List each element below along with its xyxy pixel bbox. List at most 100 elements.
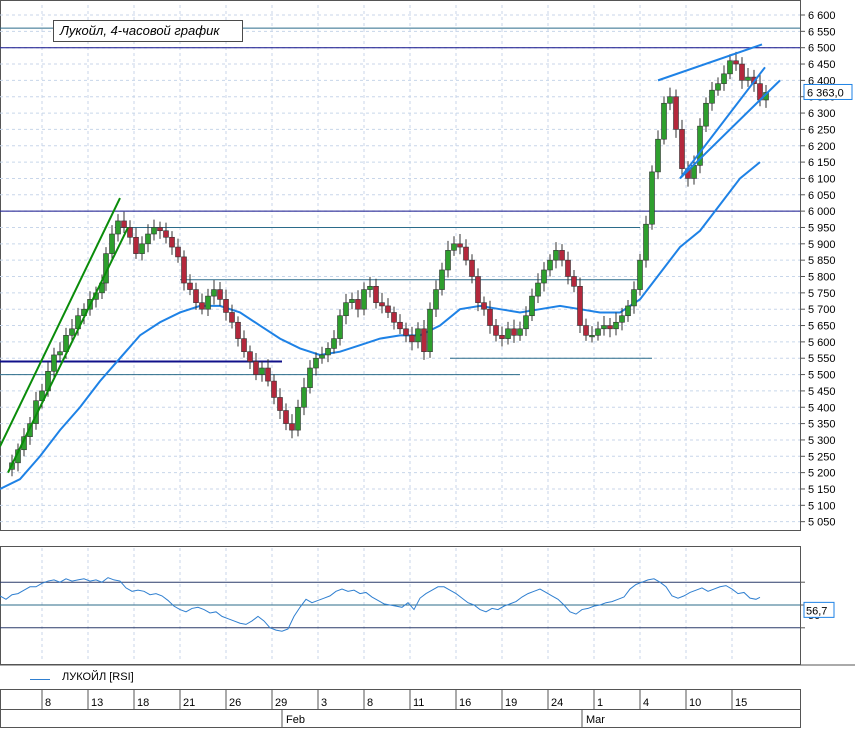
trendline xyxy=(657,43,763,82)
candle-body xyxy=(115,220,121,235)
candle-body xyxy=(133,236,139,254)
candle-body xyxy=(307,367,313,388)
candle-body xyxy=(181,256,187,284)
y-tick-label: 5 500 xyxy=(808,370,836,382)
candle-body xyxy=(271,380,277,398)
candle-body xyxy=(331,338,337,349)
candle-body xyxy=(529,295,535,317)
candle-body xyxy=(577,286,583,326)
candle-body xyxy=(235,321,241,339)
candle-body xyxy=(745,76,751,81)
candle-body xyxy=(229,312,235,323)
y-tick-label: 6 250 xyxy=(808,124,836,136)
y-tick-label: 5 600 xyxy=(808,337,836,349)
rsi-legend-label: ЛУКОЙЛ [RSI] xyxy=(62,671,134,683)
y-tick-label: 5 150 xyxy=(808,484,836,496)
candle-body xyxy=(175,246,181,258)
candle-body xyxy=(205,295,211,310)
candle-body xyxy=(643,223,649,261)
candle-body xyxy=(51,354,57,372)
y-tick-label: 6 100 xyxy=(808,173,836,185)
date-tick-label: 29 xyxy=(275,697,287,709)
candle-body xyxy=(733,60,739,65)
y-tick-label: 6 200 xyxy=(808,141,836,153)
candle-body xyxy=(613,321,619,330)
candle-body xyxy=(631,289,637,307)
candle-body xyxy=(301,387,307,408)
date-tick-label: 18 xyxy=(137,697,149,709)
y-tick-label: 5 300 xyxy=(808,435,836,447)
candle-body xyxy=(415,328,421,343)
candle-body xyxy=(163,230,169,238)
candle-body xyxy=(145,233,151,245)
candle-body xyxy=(157,227,163,232)
candle-body xyxy=(607,325,613,330)
y-tick-label: 5 900 xyxy=(808,239,836,251)
date-tick-label: 19 xyxy=(505,697,517,709)
candle-body xyxy=(721,73,727,84)
candle-body xyxy=(199,302,205,310)
candle-body xyxy=(403,328,409,336)
candle-body xyxy=(451,243,457,251)
candle-body xyxy=(385,305,391,313)
candle-body xyxy=(595,328,601,336)
candle-body xyxy=(523,315,529,330)
candle-body xyxy=(259,367,265,375)
candle-body xyxy=(63,335,69,352)
candle-body xyxy=(57,351,63,356)
y-tick-label: 5 550 xyxy=(808,353,836,365)
y-tick-label: 5 200 xyxy=(808,468,836,480)
date-tick-label: 15 xyxy=(735,697,747,709)
candle-body xyxy=(571,276,577,287)
candle-body xyxy=(109,233,115,254)
candle-body xyxy=(289,423,295,431)
candle-body xyxy=(619,315,625,323)
month-label: Feb xyxy=(286,714,305,726)
candle-body xyxy=(433,289,439,310)
candle-body xyxy=(421,328,427,352)
candle-body xyxy=(217,289,223,300)
y-tick-label: 5 250 xyxy=(808,451,836,463)
date-tick-label: 8 xyxy=(367,697,373,709)
candle-body xyxy=(589,335,595,338)
candle-body xyxy=(553,250,559,261)
y-tick-label: 5 050 xyxy=(808,517,836,529)
candle-body xyxy=(625,305,631,317)
chart-title: Лукойл, 4-часовой график xyxy=(53,20,243,42)
date-tick-label: 21 xyxy=(183,697,195,709)
y-tick-label: 6 150 xyxy=(808,157,836,169)
candle-body xyxy=(283,410,289,424)
candle-body xyxy=(481,302,487,310)
candle-body xyxy=(505,328,511,339)
candle-body xyxy=(559,250,565,261)
candle-body xyxy=(661,102,667,140)
date-tick-label: 3 xyxy=(321,697,327,709)
candle-body xyxy=(649,171,655,225)
candle-body xyxy=(187,282,193,290)
candle-body xyxy=(667,96,673,104)
y-tick-label: 6 550 xyxy=(808,26,836,38)
trendline xyxy=(0,197,121,447)
candle-body xyxy=(679,129,685,169)
candle-body xyxy=(487,308,493,326)
candle-body xyxy=(739,63,745,81)
candle-body xyxy=(325,348,331,356)
candle-body xyxy=(337,315,343,339)
date-tick-label: 1 xyxy=(597,697,603,709)
y-tick-label: 5 450 xyxy=(808,386,836,398)
candle-body xyxy=(463,246,469,261)
date-tick-label: 10 xyxy=(689,697,701,709)
date-axis-frame xyxy=(0,689,801,728)
candle-body xyxy=(27,423,33,437)
candle-body xyxy=(673,96,679,130)
date-tick-label: 11 xyxy=(413,697,424,709)
candle-body xyxy=(349,299,355,303)
candle-body xyxy=(193,289,199,303)
candle-body xyxy=(637,259,643,290)
y-tick-label: 6 500 xyxy=(808,43,836,55)
candle-body xyxy=(439,269,445,290)
candle-body xyxy=(565,259,571,277)
candle-body xyxy=(319,354,325,359)
candle-body xyxy=(253,361,259,375)
candle-body xyxy=(379,302,385,307)
